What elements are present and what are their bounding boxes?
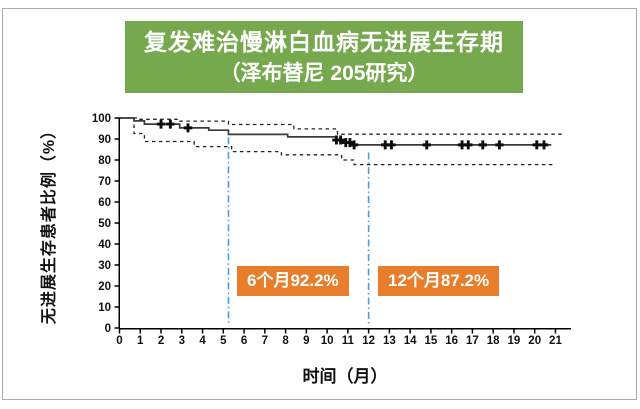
- y-tick-label: 40: [98, 239, 111, 251]
- y-tick-label: 100: [92, 113, 111, 125]
- y-tick-label: 20: [98, 281, 111, 293]
- x-tick-label: 13: [383, 335, 396, 347]
- x-tick-label: 21: [549, 335, 562, 347]
- x-tick-label: 6: [241, 335, 247, 347]
- x-tick-label: 2: [158, 335, 164, 347]
- x-tick-label: 8: [282, 335, 289, 347]
- censor-plus-mark: [387, 140, 396, 150]
- censor-plus-mark: [539, 140, 549, 150]
- censor-plus-mark: [183, 123, 193, 133]
- axes: [114, 117, 571, 334]
- censor-plus-mark: [422, 140, 431, 150]
- ci-curve: [119, 117, 554, 166]
- x-tick-label: 3: [179, 335, 185, 347]
- x-tick-label: 4: [199, 335, 206, 347]
- x-tick-label: 9: [303, 335, 309, 347]
- y-tick-label: 60: [98, 197, 111, 209]
- title-line-1: 复发难治慢淋白血病无进展生存期: [144, 28, 504, 55]
- x-tick-label: 20: [528, 335, 541, 347]
- y-tick-label: 90: [98, 134, 111, 146]
- x-tick-label: 5: [220, 335, 227, 347]
- x-tick-label: 11: [342, 335, 355, 347]
- ci-curve: [119, 117, 562, 135]
- tick-labels: 0 1 2 3 4 5 6 7 8 9 10 11 12 13 14 15 16 17 18 19 20 21010203…: [92, 113, 563, 347]
- x-tick-label: 14: [404, 335, 417, 347]
- x-tick-label: 19: [508, 335, 521, 347]
- x-tick-label: 10: [321, 335, 334, 347]
- x-tick-label: 15: [425, 335, 438, 347]
- annotation-12-month-pfs: 12个月87.2%: [378, 266, 500, 296]
- censor-plus-mark: [478, 140, 487, 150]
- x-tick-label: 16: [445, 335, 458, 347]
- censor-marks: [156, 119, 549, 150]
- x-tick-label: 1: [137, 335, 144, 347]
- censor-plus-mark: [495, 140, 504, 150]
- y-tick-label: 70: [98, 176, 111, 188]
- reference-vlines: [227, 137, 370, 326]
- x-tick-label: 17: [466, 335, 479, 347]
- chart-title-banner: 复发难治慢淋白血病无进展生存期 （泽布替尼 205研究）: [125, 21, 523, 93]
- x-tick-label: 0: [116, 335, 122, 347]
- censor-plus-mark: [532, 140, 541, 150]
- censor-plus-mark: [464, 140, 473, 150]
- title-line-2: （泽布替尼 205研究）: [219, 61, 429, 85]
- y-tick-label: 50: [98, 218, 111, 230]
- censor-plus-mark: [166, 119, 175, 129]
- censor-plus-mark: [156, 119, 166, 129]
- censor-plus-mark: [336, 135, 345, 145]
- x-tick-label: 18: [487, 335, 500, 347]
- y-tick-label: 30: [98, 260, 111, 272]
- y-tick-label: 0: [105, 323, 111, 335]
- censor-plus-mark: [349, 140, 359, 150]
- annotation-6-month-pfs: 6个月92.2%: [237, 266, 349, 296]
- y-tick-label: 10: [98, 302, 111, 314]
- x-tick-label: 7: [262, 335, 268, 347]
- y-tick-label: 80: [98, 155, 111, 167]
- y-axis-label: 无进展生存患者比例（%）: [41, 121, 58, 325]
- x-tick-label: 12: [362, 335, 375, 347]
- x-axis-label: 时间（月）: [302, 367, 388, 386]
